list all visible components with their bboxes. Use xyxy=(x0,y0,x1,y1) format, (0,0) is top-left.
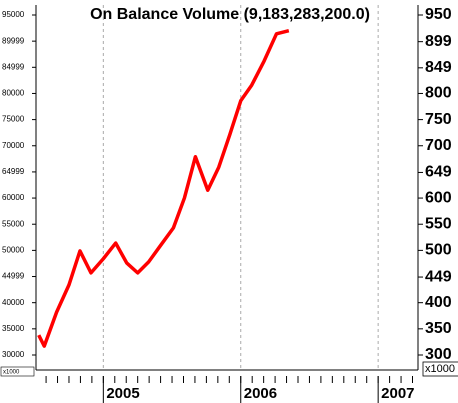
y2-tick-label: 750 xyxy=(425,111,452,128)
x-tick-label: 2006 xyxy=(244,385,277,402)
y-tick-label: 50000 xyxy=(2,245,25,254)
y-tick-label: 80000 xyxy=(2,89,25,98)
y2-tick-label: 899 xyxy=(425,33,452,50)
y2-tick-label: 300 xyxy=(425,346,452,363)
y2-tick-label: 550 xyxy=(425,215,452,232)
y-tick-label: 30000 xyxy=(2,350,25,359)
line xyxy=(37,28,290,348)
y2-tick-label: 800 xyxy=(425,85,452,102)
x-tick-label: 2007 xyxy=(381,385,414,402)
y-tick-label: 75000 xyxy=(2,115,25,124)
y2-tick-label: 649 xyxy=(425,164,452,181)
axis-unit: x1000 xyxy=(425,363,455,375)
unit-box xyxy=(422,361,458,377)
y2-tick-label: 700 xyxy=(425,137,452,154)
y-tick-label: 40000 xyxy=(2,298,25,307)
y-tick-label: 84999 xyxy=(2,62,25,71)
y2-tick-label: 449 xyxy=(425,268,452,285)
unit-box xyxy=(0,366,35,377)
y-tick-label: 35000 xyxy=(2,324,25,333)
y-tick-label: 44999 xyxy=(2,272,25,281)
y-tick-label: 95000 xyxy=(2,10,25,19)
y-tick-label: 64999 xyxy=(2,167,25,176)
y2-tick-label: 500 xyxy=(425,242,452,259)
axis-unit: x1000 xyxy=(3,370,20,376)
y-tick-label: 89999 xyxy=(2,36,25,45)
y2-tick-label: 600 xyxy=(425,189,452,206)
y2-tick-label: 350 xyxy=(425,320,452,337)
x-tick-label: 2005 xyxy=(106,385,139,402)
chart-title: On Balance Volume (9,183,283,200.0) xyxy=(90,6,370,23)
y-tick-label: 60000 xyxy=(2,193,25,202)
y-tick-label: 70000 xyxy=(2,141,25,150)
y2-tick-label: 950 xyxy=(425,6,452,23)
y-tick-label: 55000 xyxy=(2,219,25,228)
y2-tick-label: 849 xyxy=(425,59,452,76)
y2-tick-label: 400 xyxy=(425,294,452,311)
